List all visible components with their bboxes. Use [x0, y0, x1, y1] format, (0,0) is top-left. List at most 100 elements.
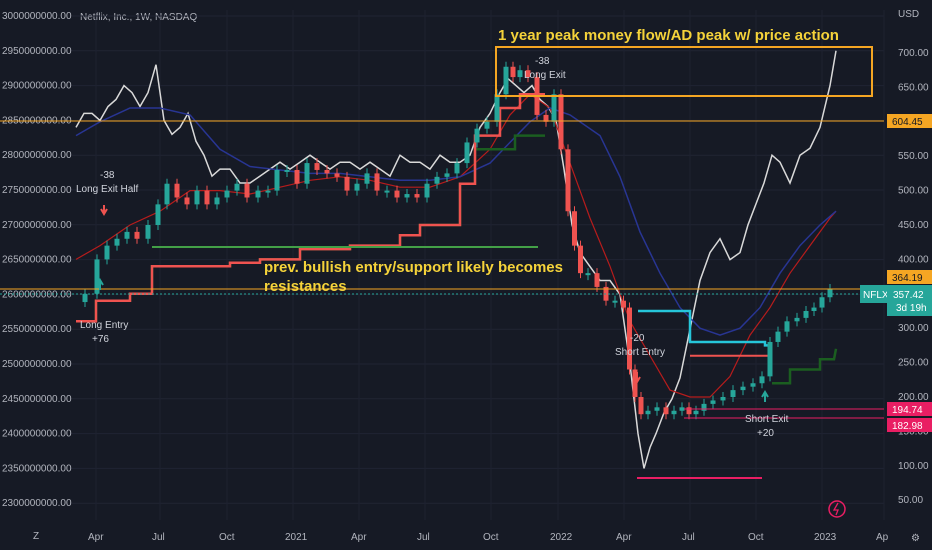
- right-tick-label: 300.00: [898, 323, 929, 334]
- candle-body: [354, 183, 360, 191]
- candle-body: [671, 410, 677, 415]
- right-tick-label: 700.00: [898, 48, 929, 59]
- zoom-button[interactable]: Z: [33, 531, 39, 542]
- candle-body: [621, 300, 626, 308]
- candle-body: [484, 121, 490, 129]
- candle-body: [124, 231, 130, 239]
- candle-body: [693, 410, 699, 415]
- candle-body: [759, 376, 765, 384]
- short-stop-teal-line: [638, 309, 772, 347]
- candle-body: [224, 190, 230, 198]
- x-tick-label: Oct: [219, 532, 235, 543]
- candle-body: [585, 273, 591, 276]
- settings-gear-icon[interactable]: ⚙: [911, 533, 920, 544]
- candle-body: [294, 169, 300, 184]
- short-exit-label: Short Exit: [745, 414, 789, 425]
- candle-body: [424, 183, 430, 198]
- lightning-bolt-icon: [832, 502, 839, 516]
- short-exit-value: +20: [757, 428, 774, 439]
- candle-body: [767, 341, 773, 377]
- peak-box: [495, 46, 873, 97]
- candle-body: [740, 386, 746, 391]
- candle-body: [551, 94, 557, 122]
- price-tag-604: [887, 114, 932, 128]
- candle-body: [775, 331, 781, 342]
- candle-body: [686, 407, 692, 415]
- candle-body: [364, 173, 370, 184]
- candle-body: [720, 397, 726, 401]
- candle-body: [701, 403, 707, 411]
- left-tick-label: 2450000000.00: [2, 394, 72, 405]
- price-tag-194-text: 194.74: [892, 405, 923, 416]
- left-tick-label: 2900000000.00: [2, 81, 72, 92]
- candle-body: [654, 407, 660, 411]
- candle-body: [565, 149, 571, 212]
- candle-body: [155, 204, 161, 225]
- long-exit-half-arrow-icon: [100, 205, 108, 216]
- candle-body: [284, 169, 290, 172]
- x-tick-label: Oct: [483, 532, 499, 543]
- candle-body: [214, 197, 220, 205]
- short-entry-value: -20: [630, 333, 645, 344]
- candle-body: [663, 407, 669, 415]
- moving-average-red: [75, 93, 837, 398]
- x-tick-label: Jul: [152, 532, 165, 543]
- left-tick-label: 2550000000.00: [2, 324, 72, 335]
- long-entry-value: +76: [92, 334, 109, 345]
- candle-body: [730, 390, 736, 397]
- candle-body: [578, 245, 583, 274]
- countdown-text: 3d 19h: [896, 303, 927, 314]
- candle-body: [304, 163, 310, 184]
- candle-body: [314, 163, 320, 170]
- candle-body: [234, 183, 240, 191]
- long-exit-label: Long Exit: [524, 70, 566, 81]
- lightning-icon[interactable]: [828, 500, 846, 518]
- long-entry-arrow-icon: [96, 278, 104, 290]
- candle-body: [184, 197, 190, 205]
- x-tick-label: 2021: [285, 532, 308, 543]
- price-tag-604-text: 604.45: [892, 117, 923, 128]
- candle-body: [244, 183, 250, 198]
- right-tick-label: 200.00: [898, 392, 929, 403]
- candle-body: [750, 383, 756, 387]
- resistance-note-line2: resistances: [264, 278, 347, 295]
- left-tick-label: 2350000000.00: [2, 463, 72, 474]
- candle-body: [784, 321, 790, 332]
- left-tick-label: 2700000000.00: [2, 220, 72, 231]
- x-tick-label: 2022: [550, 532, 573, 543]
- ticker-label: NFLX: [863, 290, 889, 301]
- x-tick-label: Jul: [417, 532, 430, 543]
- x-tick-label: Oct: [748, 532, 764, 543]
- right-axis-unit: USD: [898, 9, 919, 20]
- candle-body: [204, 190, 210, 205]
- candle-body: [627, 307, 632, 370]
- candle-body: [94, 259, 100, 294]
- candle-body: [82, 293, 88, 303]
- ticker-badge: [860, 285, 887, 303]
- candle-body: [525, 70, 531, 78]
- x-tick-label: 2023: [814, 532, 837, 543]
- candle-body: [334, 173, 340, 177]
- left-tick-label: 2300000000.00: [2, 498, 72, 509]
- right-tick-label: 100.00: [898, 461, 929, 472]
- candle-body: [404, 194, 410, 198]
- price-tag-182-text: 182.98: [892, 421, 923, 432]
- candle-body: [265, 190, 271, 193]
- long-exit-value: -38: [535, 56, 550, 67]
- price-tag-364: [887, 270, 932, 284]
- candle-body: [374, 173, 380, 191]
- candle-body: [174, 183, 180, 198]
- candle-body: [464, 142, 470, 164]
- moving-average-blue: [75, 107, 837, 336]
- right-tick-label: 50.00: [898, 495, 923, 506]
- left-tick-label: 2600000000.00: [2, 289, 72, 300]
- peak-note: 1 year peak money flow/AD peak w/ price …: [498, 27, 839, 44]
- x-tick-label: Apr: [616, 532, 632, 543]
- candle-body: [794, 317, 800, 322]
- x-tick-label: Apr: [351, 532, 367, 543]
- last-price-text: 357.42: [893, 290, 924, 301]
- x-tick-label: Jul: [682, 532, 695, 543]
- candle-body: [827, 288, 833, 298]
- candle-body: [494, 94, 500, 122]
